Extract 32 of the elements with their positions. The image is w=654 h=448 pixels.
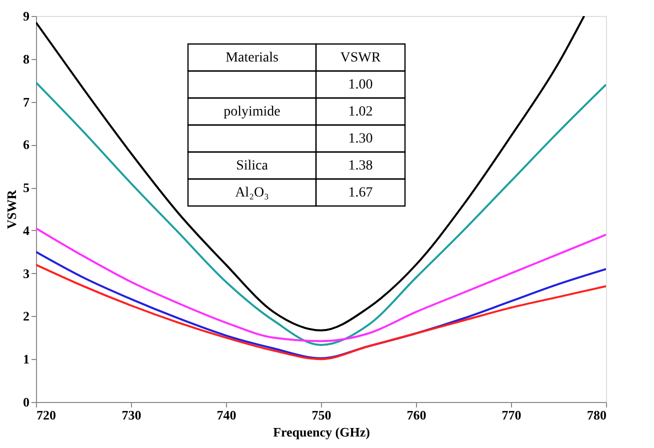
- y-tick-label: 8: [23, 51, 30, 66]
- annotation: Materials: [226, 50, 278, 66]
- y-tick-label: 1: [23, 352, 30, 367]
- annotation: Silica: [236, 158, 269, 174]
- y-tick-label: 5: [23, 180, 30, 196]
- annotation: VSWR: [340, 50, 382, 66]
- annotation: 1.30: [348, 132, 373, 146]
- y-tick-label: 6: [23, 137, 30, 152]
- x-axis-title: Frequency (GHz): [273, 424, 370, 440]
- y-tick-label: 4: [23, 222, 30, 238]
- annotation: 1.38: [348, 158, 373, 174]
- x-tick-label: 730: [122, 408, 142, 422]
- annotation: polyimide: [224, 104, 280, 120]
- line-series: [36, 16, 586, 332]
- annotation: 1.00: [348, 78, 373, 92]
- x-tick-label: 760: [406, 408, 426, 422]
- annotation: Al₂O₃: [235, 186, 270, 200]
- y-tick-label: 9: [23, 8, 30, 24]
- y-tick-label: 2: [23, 308, 30, 324]
- x-tick-label: 780: [587, 408, 606, 422]
- y-axis-title: VSWR: [4, 189, 19, 230]
- x-tick-label: 720: [36, 408, 56, 422]
- line-series: [36, 81, 606, 346]
- y-tick-label: 3: [23, 266, 30, 281]
- annotation: 1.02: [348, 104, 373, 120]
- x-tick-label: 740: [216, 408, 236, 422]
- annotation: 1.67: [348, 186, 373, 200]
- x-tick-label: 770: [502, 408, 522, 422]
- line-series: [36, 227, 606, 342]
- y-tick-label: 7: [23, 94, 30, 110]
- x-tick-label: 750: [312, 408, 332, 422]
- y-tick-label: 0: [23, 394, 30, 410]
